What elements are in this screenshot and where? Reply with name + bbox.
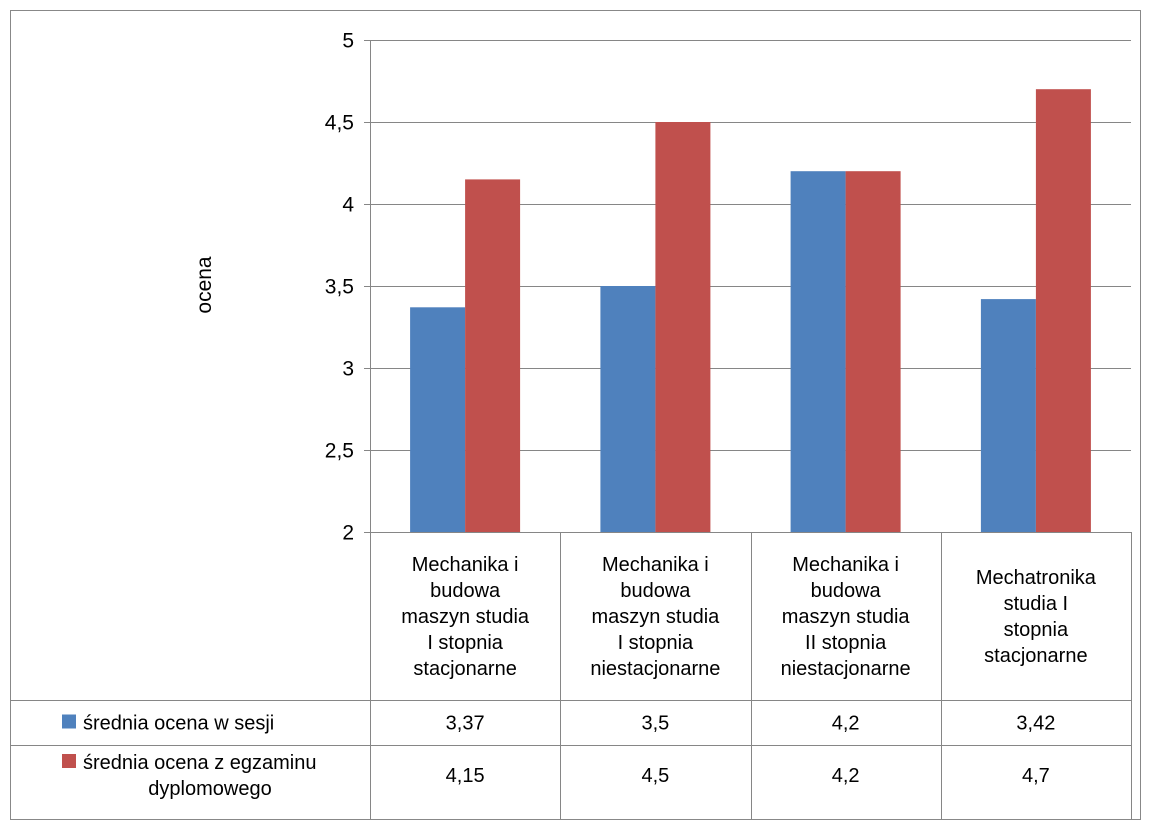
chart-border [10, 10, 1141, 820]
bar [980, 299, 1036, 532]
data-table-value: 4,15 [446, 765, 485, 787]
data-table-value: 3,42 [1016, 713, 1055, 735]
category-label: budowa [811, 580, 882, 602]
category-label: budowa [430, 580, 501, 602]
y-tick-label: 3 [342, 358, 354, 381]
legend-label: dyplomowego [148, 778, 271, 800]
category-label: stacjonarne [413, 658, 516, 680]
bar [845, 171, 901, 532]
category-label: maszyn studia [591, 606, 720, 628]
data-table-value: 4,5 [641, 765, 669, 787]
category-label: Mechanika i [412, 554, 519, 576]
bar [1035, 89, 1091, 532]
legend-key [62, 754, 76, 768]
data-table-value: 4,2 [832, 765, 860, 787]
legend-key [62, 714, 76, 729]
category-label: niestacjonarne [590, 658, 720, 680]
category-label: I stopnia [618, 632, 694, 654]
y-axis-label: ocena [193, 256, 216, 314]
category-label: I stopnia [427, 632, 503, 654]
y-tick-label: 2 [342, 522, 354, 545]
bar [790, 171, 846, 532]
bar [655, 122, 711, 532]
category-label: niestacjonarne [781, 658, 911, 680]
y-tick-label: 2,5 [325, 440, 354, 463]
category-label: maszyn studia [401, 606, 530, 628]
bar [465, 179, 521, 532]
data-table-value: 3,37 [446, 713, 485, 735]
category-label: Mechatronika [976, 567, 1097, 589]
category-label: stacjonarne [984, 645, 1087, 667]
category-label: studia I [1004, 593, 1068, 615]
category-label: Mechanika i [792, 554, 899, 576]
category-label: stopnia [1004, 619, 1069, 641]
legend-label: średnia ocena z egzaminu [83, 752, 316, 774]
bar [600, 286, 656, 532]
y-tick-label: 4,5 [325, 112, 354, 135]
legend-label: średnia ocena w sesji [83, 713, 274, 735]
category-label: Mechanika i [602, 554, 709, 576]
category-label: II stopnia [805, 632, 887, 654]
category-label: budowa [620, 580, 691, 602]
y-tick-label: 5 [342, 30, 354, 53]
data-table-value: 4,7 [1022, 765, 1050, 787]
data-table-value: 3,5 [641, 713, 669, 735]
bar [410, 307, 466, 532]
y-tick-label: 3,5 [325, 276, 354, 299]
y-tick-label: 4 [342, 194, 354, 217]
data-table-value: 4,2 [832, 713, 860, 735]
category-label: maszyn studia [782, 606, 911, 628]
